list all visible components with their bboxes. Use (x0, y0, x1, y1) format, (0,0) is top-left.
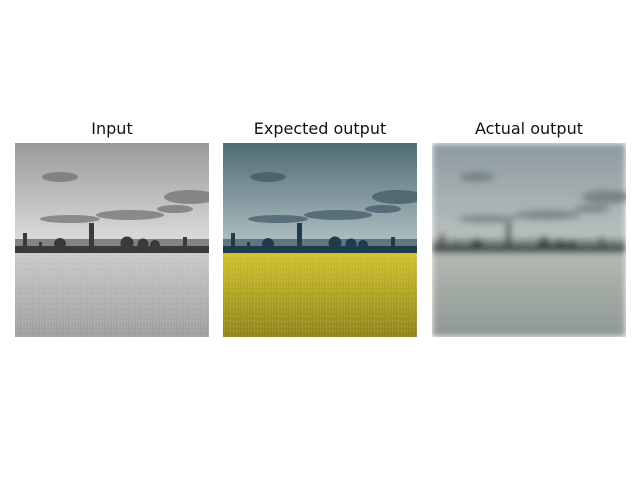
tree (567, 240, 577, 250)
tree (358, 240, 368, 250)
silo (23, 233, 27, 253)
silo (231, 233, 235, 253)
cloud (365, 205, 401, 213)
tree (120, 236, 134, 250)
cloud (157, 205, 193, 213)
tree-line (15, 246, 209, 254)
field-texture (223, 253, 417, 337)
cloud (164, 190, 209, 204)
cloud (574, 205, 610, 213)
field (432, 253, 626, 337)
cloud (457, 215, 517, 223)
tree (150, 240, 160, 250)
tree (471, 238, 483, 250)
cloud (96, 210, 164, 220)
expected-output-panel: Expected output (223, 118, 417, 337)
silo (39, 242, 42, 254)
cloud (248, 215, 308, 223)
input-image (15, 143, 209, 337)
cloud (459, 172, 495, 182)
tree (328, 236, 342, 250)
silo (89, 223, 94, 253)
actual-output-panel: Actual output (432, 118, 626, 337)
cloud (372, 190, 417, 204)
actual-output-title: Actual output (475, 119, 583, 138)
silo (456, 242, 459, 254)
tree (554, 238, 566, 250)
field-texture (15, 253, 209, 337)
expected-output-title: Expected output (253, 119, 387, 138)
silo (391, 237, 395, 253)
tree (345, 238, 357, 250)
silo (247, 242, 250, 254)
cloud (40, 215, 100, 223)
tree (262, 238, 274, 250)
cloud (581, 190, 626, 204)
silo (506, 223, 511, 253)
cloud (42, 172, 78, 182)
silo (297, 223, 302, 253)
silo (183, 237, 187, 253)
input-title: Input (91, 119, 133, 138)
cloud (513, 210, 581, 220)
expected-output-image (223, 143, 417, 337)
cloud (250, 172, 286, 182)
input-panel: Input (15, 118, 209, 337)
silo (600, 237, 604, 253)
tree-line (432, 246, 626, 254)
actual-output-image (432, 143, 626, 337)
tree (54, 238, 66, 250)
tree-line (223, 246, 417, 254)
tree (137, 238, 149, 250)
tree (537, 236, 551, 250)
cloud (304, 210, 372, 220)
silo (440, 233, 444, 253)
